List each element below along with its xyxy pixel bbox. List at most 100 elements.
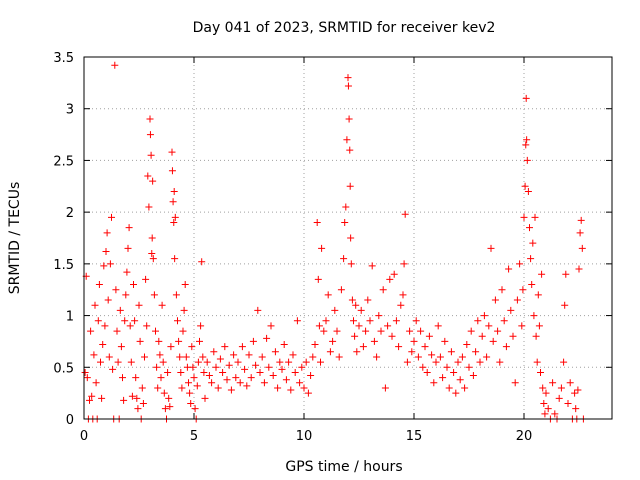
data-point [519,286,527,294]
data-point [170,218,178,226]
data-point [157,374,165,382]
data-point [355,322,363,330]
data-point [487,244,495,252]
data-point [534,291,542,299]
data-point [454,358,462,366]
data-point [397,301,405,309]
data-point [408,348,416,356]
y-tick-label: 0.5 [53,361,74,376]
data-point [298,363,306,371]
y-tick-label: 2 [66,206,74,221]
data-point [364,296,372,304]
data-point [91,301,99,309]
x-tick-label: 15 [406,429,423,444]
data-point [381,384,389,392]
data-point [335,353,343,361]
data-point [467,327,475,335]
data-point [134,405,142,413]
data-point [175,337,183,345]
data-point [122,291,130,299]
data-point [138,384,146,392]
data-point [345,115,353,123]
data-point [530,312,538,320]
data-point [200,368,208,376]
data-point [392,317,400,325]
data-point [341,218,349,226]
data-point [86,396,93,404]
data-point [489,337,497,345]
data-point [483,353,491,361]
x-tick-label: 10 [296,429,313,444]
data-point [165,394,173,402]
data-point [131,317,139,325]
data-point [505,265,513,273]
data-point [302,358,310,366]
data-point [212,363,220,371]
data-point [373,353,381,361]
data-point [221,343,229,351]
data-point [485,322,493,330]
data-point [128,392,136,400]
data-point [509,332,517,340]
data-point [92,379,100,387]
data-point [149,255,157,263]
data-point [421,343,429,351]
data-point [502,343,510,351]
data-point [174,317,181,325]
data-point [285,358,293,366]
data-point [172,291,180,299]
data-point [344,74,352,82]
data-point [447,348,455,356]
data-point [271,348,279,356]
data-point [469,372,477,380]
data-point [124,244,132,252]
data-point [274,384,282,392]
data-point [425,332,433,340]
data-point [186,389,194,397]
data-point [443,363,451,371]
data-point [401,210,409,218]
data-point [97,358,104,366]
data-point [561,301,569,309]
data-point [164,368,172,376]
data-point [108,213,115,221]
data-point [535,322,543,330]
data-point [109,365,117,373]
data-point [304,389,312,397]
data-point [300,384,308,392]
data-point [527,255,535,263]
data-point [135,301,143,309]
data-point [280,341,288,349]
data-point [544,405,552,413]
data-point [291,368,299,376]
data-point [167,343,175,351]
data-point [540,399,548,407]
data-point [571,389,579,397]
data-point [366,317,374,325]
data-point [139,399,147,407]
data-point [143,322,151,330]
data-point [333,327,341,335]
data-point [412,317,420,325]
data-point [247,374,255,382]
data-point [296,379,304,387]
data-point [100,262,108,270]
data-point [159,358,167,366]
data-point [320,327,328,335]
data-point [521,182,529,190]
data-point [249,337,257,345]
data-point [423,368,431,376]
y-tick-label: 3 [66,103,74,118]
data-point [199,353,207,361]
data-point [153,363,161,371]
data-point [210,348,218,356]
data-point [551,410,559,418]
data-point [232,374,240,382]
data-point [276,358,284,366]
data-point [314,275,322,283]
data-point [245,351,253,359]
data-point [150,291,158,299]
data-point [90,351,98,359]
data-point [463,341,471,349]
data-point [142,275,150,283]
